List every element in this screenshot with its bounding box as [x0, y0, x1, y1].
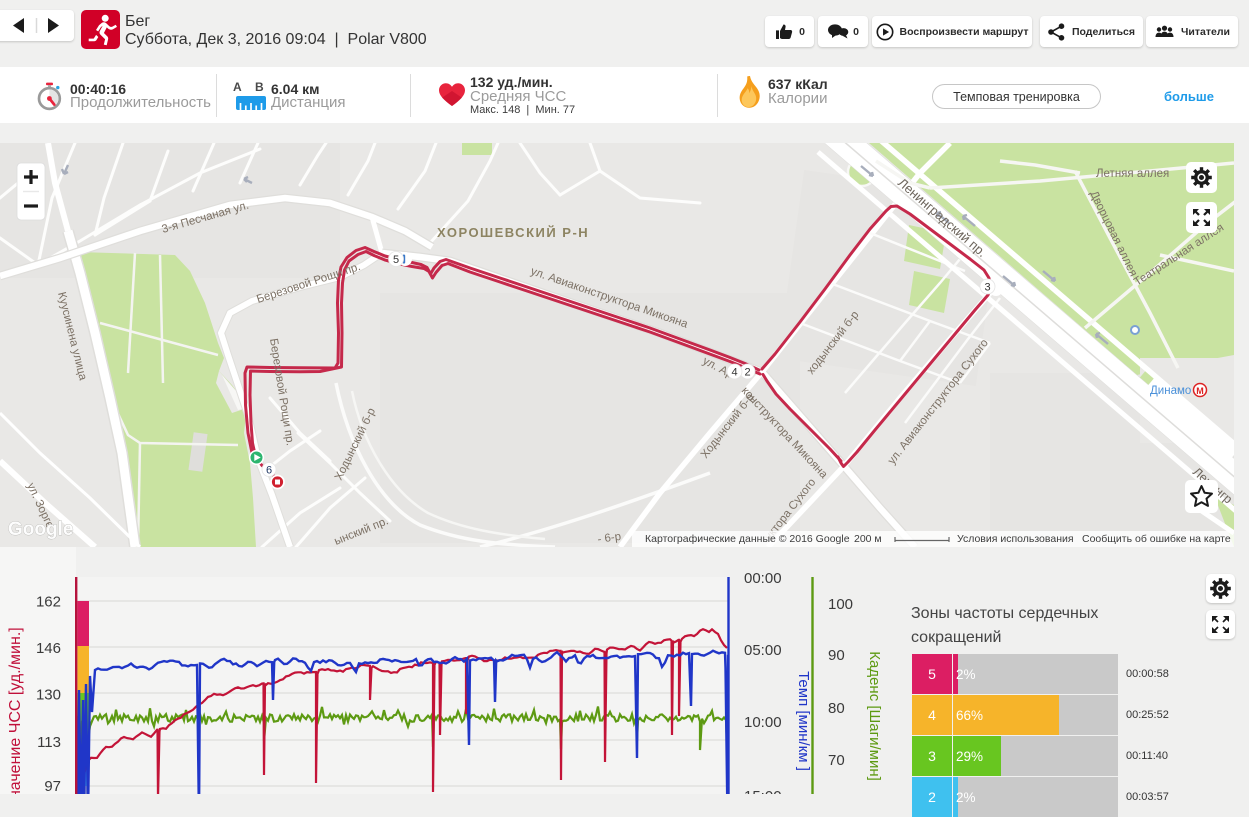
svg-text:113: 113 — [37, 734, 61, 751]
svg-text:3: 3 — [984, 282, 990, 294]
svg-text:15:00: 15:00 — [744, 788, 782, 794]
svg-text:Картографические данные © 2016: Картографические данные © 2016 Google — [645, 533, 850, 545]
svg-text:70: 70 — [828, 752, 845, 769]
svg-text:- 6-р: - 6-р — [597, 531, 622, 546]
svg-text:Динамо: Динамо — [1150, 385, 1191, 397]
svg-text:ХОРОШЕВСКИЙ Р-Н: ХОРОШЕВСКИЙ Р-Н — [437, 225, 589, 240]
svg-text:10:00: 10:00 — [744, 714, 782, 731]
svg-text:90: 90 — [828, 647, 845, 664]
svg-text:Значение ЧСС [уд./мин.]: Значение ЧСС [уд./мин.] — [7, 627, 24, 794]
svg-text:Летняя аллея: Летняя аллея — [1096, 168, 1169, 180]
svg-text:100: 100 — [828, 596, 853, 613]
svg-text:2: 2 — [744, 367, 750, 379]
svg-text:146: 146 — [36, 640, 61, 657]
svg-text:Сообщить об ошибке на карте: Сообщить об ошибке на карте — [1082, 533, 1231, 545]
svg-text:М: М — [1196, 386, 1204, 396]
svg-text:4: 4 — [731, 367, 737, 379]
svg-text:Каденс [Шаги/мин]: Каденс [Шаги/мин] — [866, 651, 883, 781]
svg-text:80: 80 — [828, 700, 845, 717]
svg-text:5: 5 — [393, 254, 399, 266]
svg-text:00:00: 00:00 — [744, 570, 782, 587]
svg-text:97: 97 — [44, 778, 61, 794]
svg-text:05:00: 05:00 — [744, 642, 782, 659]
svg-text:162: 162 — [36, 594, 61, 611]
svg-text:Темп [мин/км ]: Темп [мин/км ] — [795, 671, 812, 771]
svg-text:6: 6 — [266, 465, 272, 477]
svg-text:Условия использования: Условия использования — [957, 533, 1074, 545]
svg-text:130: 130 — [36, 687, 61, 704]
svg-text:Google: Google — [8, 519, 73, 540]
svg-text:200 м: 200 м — [854, 533, 882, 545]
